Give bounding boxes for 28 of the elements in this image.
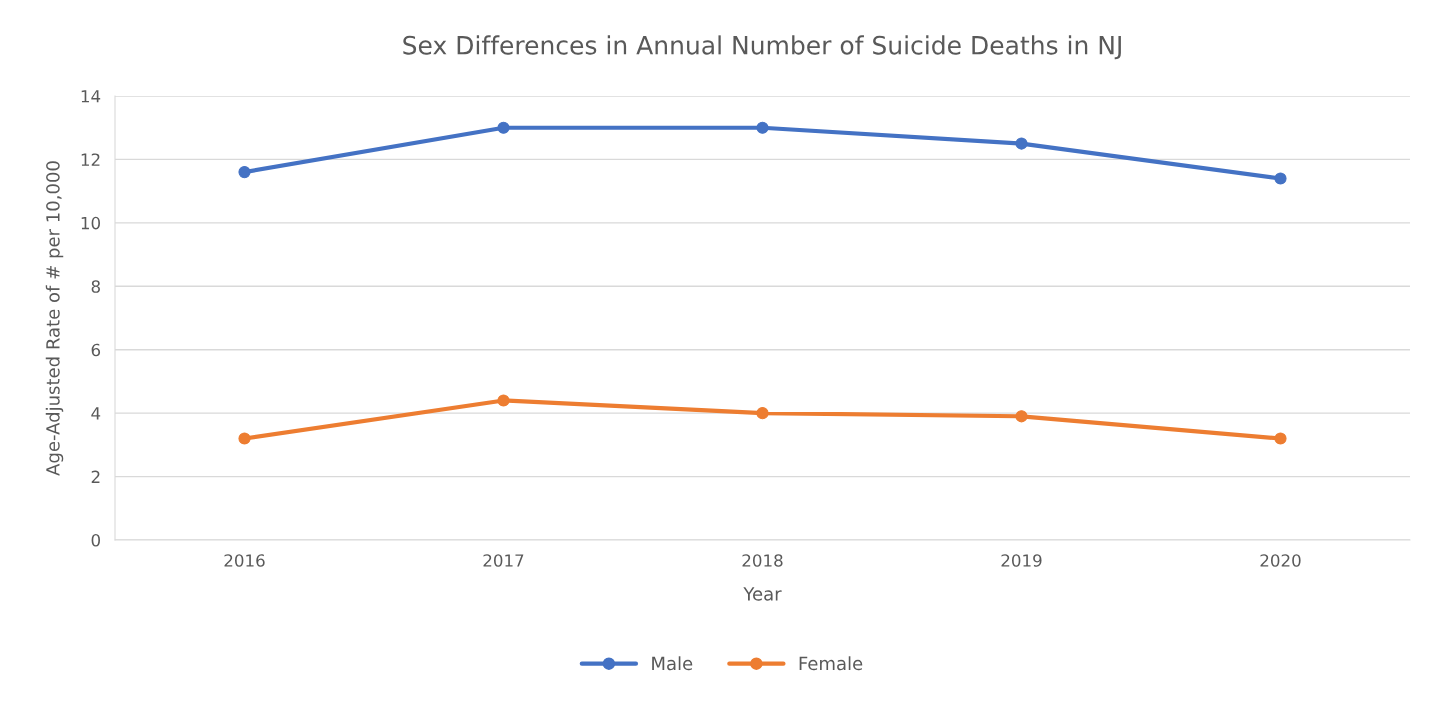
point xyxy=(1015,137,1028,150)
x-tick-label: 2018 xyxy=(742,554,783,567)
y-tick-label: 10 xyxy=(81,216,100,230)
point xyxy=(1274,172,1287,185)
y-tick-label: 2 xyxy=(91,470,100,483)
x-tick-label: 2017 xyxy=(483,554,524,567)
y-tick-label: 12 xyxy=(81,153,100,166)
point xyxy=(238,166,251,179)
point xyxy=(497,394,510,407)
point xyxy=(1015,410,1028,423)
y-tick-label: 6 xyxy=(91,343,101,357)
x-tick-label: 2020 xyxy=(1260,554,1301,567)
chart-title: Sex Differences in Annual Number of Suicide Deaths in NJ xyxy=(403,35,1121,60)
x-tick-label: 2016 xyxy=(224,554,265,567)
point xyxy=(756,407,769,420)
y-axis-title: Age-Adjusted Rate of # per 10,000 xyxy=(45,161,64,476)
legend-label: Male xyxy=(652,656,693,671)
point xyxy=(1274,432,1287,445)
point xyxy=(238,432,251,445)
y-tick-label: 8 xyxy=(91,280,100,293)
x-tick-label: 2019 xyxy=(1001,554,1042,567)
x-axis-title: Year xyxy=(743,587,782,601)
y-tick-label: 4 xyxy=(91,407,101,420)
y-tick-label: 14 xyxy=(81,90,101,103)
y-tick-label: 0 xyxy=(91,533,100,547)
point xyxy=(756,121,769,134)
legend-label: Female xyxy=(799,656,863,671)
point xyxy=(497,121,510,134)
